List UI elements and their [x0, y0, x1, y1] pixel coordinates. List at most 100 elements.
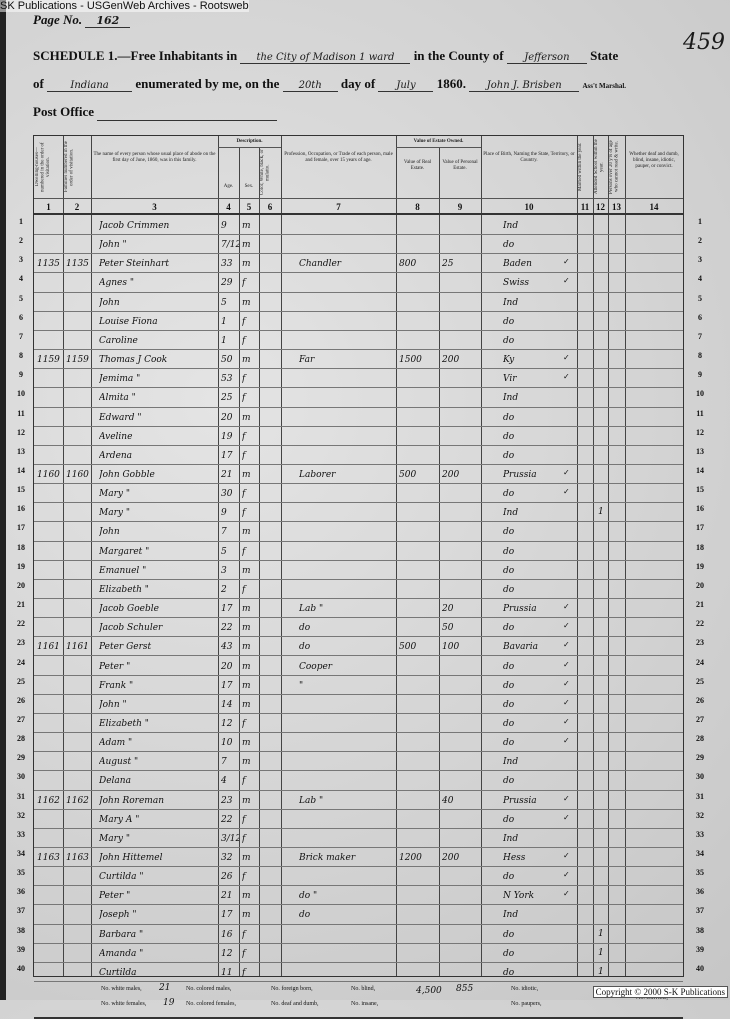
- sex: m: [242, 527, 251, 538]
- school-attendance: 1: [598, 966, 604, 977]
- person-name: Aveline: [99, 431, 133, 442]
- sex: m: [242, 891, 251, 902]
- row-number-right: 8: [698, 351, 702, 360]
- dwelling-number: 1162: [37, 795, 60, 806]
- row-number-right: 22: [696, 619, 704, 629]
- birthplace: do: [503, 680, 515, 691]
- sex: m: [242, 852, 251, 863]
- row-number-left: 3: [19, 255, 23, 265]
- row-number-right: 40: [696, 963, 704, 973]
- age: 2: [221, 584, 227, 595]
- age: 7/12: [221, 240, 239, 251]
- sex: f: [242, 776, 246, 787]
- column-divider: [481, 136, 482, 976]
- sex: f: [242, 872, 246, 883]
- age: 21: [221, 891, 233, 902]
- row-line: [34, 942, 683, 944]
- column-divider: [281, 136, 282, 976]
- row-line: [34, 578, 683, 580]
- birthplace: do: [503, 929, 515, 940]
- row-number-left: 29: [17, 753, 25, 763]
- sex: m: [242, 680, 251, 691]
- row-number-right: 6: [698, 312, 702, 322]
- birthplace: Prussia: [503, 795, 537, 806]
- column-number: 2: [74, 202, 80, 212]
- sex: m: [242, 642, 251, 653]
- age: 23: [221, 795, 233, 806]
- birthplace: Prussia: [503, 469, 537, 480]
- person-name: John Hittemel: [99, 852, 163, 863]
- header-dwelling: Dwelling-houses—numbered in the order of…: [35, 142, 51, 192]
- row-number-left: 39: [17, 944, 25, 954]
- sex: m: [242, 795, 251, 806]
- birthplace: Ky: [503, 355, 515, 365]
- row-number-left: 12: [17, 427, 25, 437]
- age: 12: [221, 948, 233, 959]
- row-number-left: 16: [17, 504, 25, 514]
- column-divider: [63, 136, 64, 976]
- row-number-right: 21: [696, 600, 704, 609]
- sex: m: [242, 221, 251, 231]
- row-number-left: 18: [17, 542, 25, 552]
- sex: m: [242, 699, 251, 710]
- person-name: Peter Gerst: [99, 642, 152, 653]
- occupation: Brick maker: [299, 852, 356, 863]
- column-number: 10: [524, 202, 534, 212]
- row-number-right: 35: [696, 868, 704, 878]
- footer-insane-label: No. insane,: [351, 1001, 379, 1007]
- column-number: 11: [580, 202, 590, 212]
- sex: m: [242, 623, 251, 634]
- row-number-right: 37: [696, 906, 704, 916]
- row-line: [34, 923, 683, 925]
- row-line: [34, 808, 683, 810]
- row-number-right: 20: [696, 580, 704, 590]
- row-number-left: 17: [17, 523, 25, 533]
- column-number: 6: [267, 202, 273, 212]
- header-personal_estate: Value of Personal Estate.: [442, 160, 478, 171]
- row-number-left: 30: [17, 772, 25, 782]
- row-line: [34, 712, 683, 714]
- occupation: do: [299, 623, 311, 634]
- row-number-left: 5: [19, 293, 23, 303]
- header-color: Color, White, black, or mulatto.: [260, 149, 271, 196]
- sex: f: [242, 393, 246, 404]
- row-line: [34, 329, 683, 331]
- age: 12: [221, 718, 233, 729]
- page-label: Page No. 162: [33, 12, 131, 28]
- check-mark: ✓: [563, 372, 570, 382]
- row-number-left: 21: [17, 600, 25, 609]
- day-value: 20th: [282, 80, 338, 92]
- column-divider: [577, 136, 578, 976]
- row-number-right: 38: [696, 925, 704, 935]
- occupation: do ": [299, 891, 318, 902]
- row-number-right: 23: [696, 638, 704, 648]
- dwelling-number: 1161: [37, 642, 60, 653]
- schedule-line-1: SCHEDULE 1.—Free Inhabitants in the City…: [33, 48, 618, 64]
- birthplace: Ind: [503, 757, 519, 768]
- family-number: 1159: [66, 355, 89, 365]
- check-mark: ✓: [563, 889, 570, 899]
- row-line: [34, 463, 683, 465]
- state-label: State: [590, 48, 619, 63]
- person-name: Peter ": [99, 891, 131, 902]
- row-number-right: 28: [696, 734, 704, 743]
- person-name: Ardena: [99, 450, 133, 461]
- row-number-left: 2: [19, 236, 23, 246]
- person-name: Agnes ": [99, 278, 135, 289]
- row-line: [34, 674, 683, 676]
- row-number-right: 18: [696, 542, 704, 552]
- birthplace: Ind: [503, 221, 519, 231]
- person-name: Mary ": [99, 833, 130, 844]
- county-value: Jefferson: [506, 52, 587, 64]
- occupation: Chandler: [299, 259, 342, 270]
- row-number-right: 30: [696, 772, 704, 782]
- birthplace: Ind: [503, 833, 519, 844]
- row-number-left: 36: [17, 887, 25, 897]
- header-description: Description.: [236, 139, 263, 144]
- check-mark: ✓: [563, 602, 570, 611]
- age: 25: [221, 393, 233, 404]
- age: 3/12: [221, 833, 239, 844]
- check-mark: ✓: [563, 850, 570, 860]
- stamp-number: 459: [683, 30, 725, 55]
- birthplace: do: [503, 661, 515, 672]
